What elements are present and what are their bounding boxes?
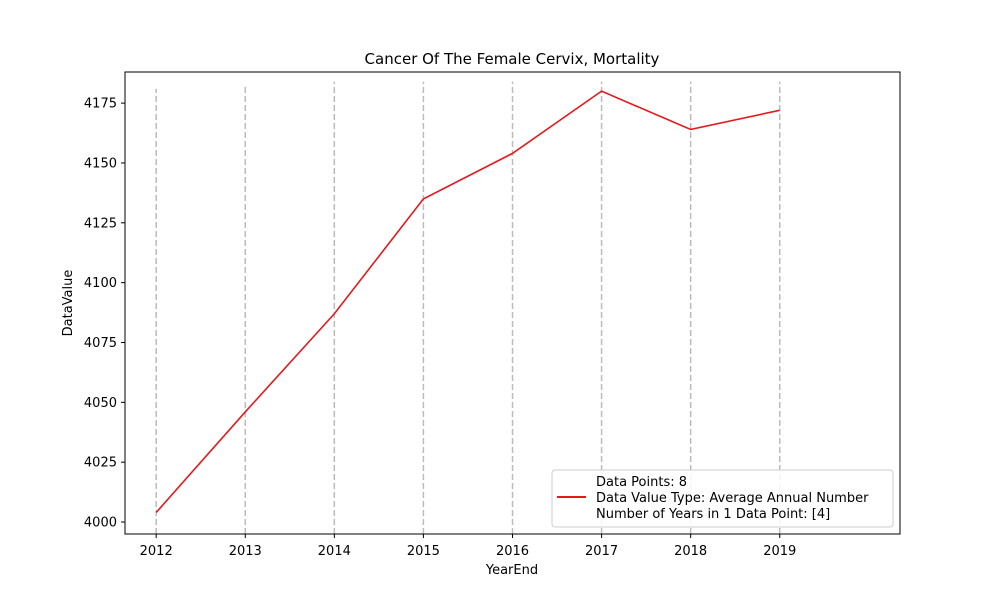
y-axis: 4000 4025 4050 4075 4100 4125 4150 4175 [84, 97, 125, 531]
legend: Data Points: 8 Data Value Type: Average … [551, 469, 894, 528]
series-line-0 [155, 90, 780, 513]
y-tick-label-4175: 4175 [84, 97, 117, 112]
x-tick-label-2015: 2015 [407, 544, 440, 559]
y-tick-label-4150: 4150 [84, 156, 117, 171]
y-tick-label-4100: 4100 [84, 276, 117, 291]
data-point-2017 [601, 90, 603, 92]
legend-data-value-type: Data Value Type: Average Annual Number [596, 491, 869, 506]
x-tick-label-2012: 2012 [140, 544, 173, 559]
legend-data-points: Data Points: 8 [596, 475, 687, 490]
legend-box [551, 469, 894, 528]
x-tick-label-2017: 2017 [585, 544, 618, 559]
data-point-2012 [155, 511, 157, 513]
y-tick-label-4075: 4075 [84, 336, 117, 351]
series-layer [155, 90, 781, 513]
data-point-2016 [512, 152, 514, 154]
y-tick-label-4000: 4000 [84, 516, 117, 531]
data-point-2014 [333, 313, 335, 315]
x-tick-label-2019: 2019 [763, 544, 796, 559]
y-tick-label-4050: 4050 [84, 396, 117, 411]
x-tick-label-2013: 2013 [229, 544, 262, 559]
legend-years-per-point: Number of Years in 1 Data Point: [4] [596, 507, 830, 522]
x-axis-label: YearEnd [485, 563, 538, 578]
chart-title: Cancer Of The Female Cervix, Mortality [365, 50, 660, 68]
y-tick-label-4125: 4125 [84, 216, 117, 231]
x-tick-label-2014: 2014 [318, 544, 351, 559]
x-axis: 2012 2013 2014 2015 2016 2017 2018 2019 [140, 534, 796, 559]
data-point-2018 [690, 128, 692, 130]
x-tick-label-2016: 2016 [496, 544, 529, 559]
data-point-2019 [779, 109, 781, 111]
data-point-2013 [244, 411, 246, 413]
x-tick-label-2018: 2018 [674, 544, 707, 559]
data-point-2015 [422, 198, 424, 200]
y-tick-label-4025: 4025 [84, 456, 117, 471]
vertical-reference-lines [155, 81, 781, 534]
y-axis-label: DataValue [61, 270, 76, 337]
